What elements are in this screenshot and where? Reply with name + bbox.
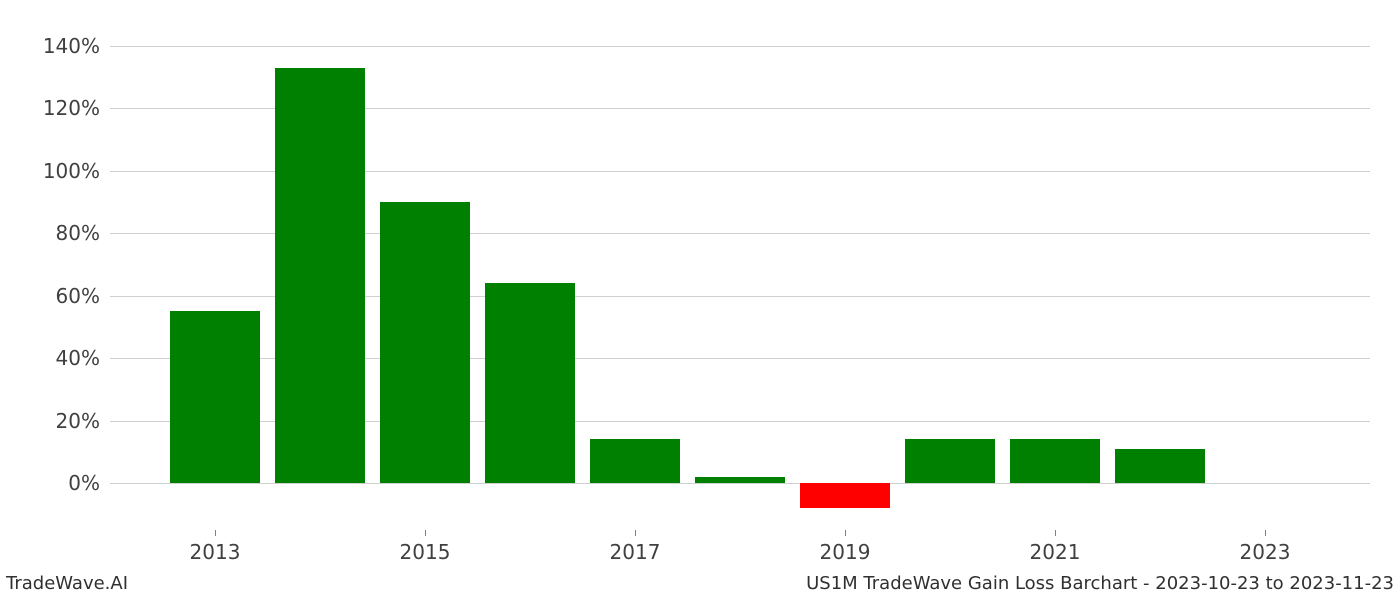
y-axis-tick-label: 100% — [20, 159, 100, 183]
x-axis-tick-label: 2017 — [610, 540, 661, 564]
x-axis-tick-mark — [1265, 530, 1266, 536]
x-axis-tick-mark — [1055, 530, 1056, 536]
x-axis-tick-label: 2021 — [1030, 540, 1081, 564]
x-axis-tick-label: 2023 — [1240, 540, 1291, 564]
x-axis-tick-label: 2015 — [400, 540, 451, 564]
y-axis-tick-label: 20% — [20, 409, 100, 433]
x-axis-tick-mark — [215, 530, 216, 536]
y-axis-tick-label: 60% — [20, 284, 100, 308]
chart-bar — [905, 439, 994, 483]
chart-bar — [380, 202, 469, 483]
footer-left-text: TradeWave.AI — [6, 573, 128, 594]
gridline — [110, 483, 1370, 484]
x-axis-tick-mark — [845, 530, 846, 536]
footer-right-text: US1M TradeWave Gain Loss Barchart - 2023… — [806, 573, 1394, 594]
chart-bar — [1115, 449, 1204, 483]
x-axis-tick-label: 2013 — [190, 540, 241, 564]
chart-bar — [485, 283, 574, 483]
x-axis-tick-label: 2019 — [820, 540, 871, 564]
y-axis-tick-label: 0% — [20, 471, 100, 495]
chart-plot-area — [110, 30, 1370, 530]
chart-bar — [695, 477, 784, 483]
gridline — [110, 46, 1370, 47]
chart-bar — [1010, 439, 1099, 483]
y-axis-tick-label: 40% — [20, 346, 100, 370]
x-axis-tick-mark — [635, 530, 636, 536]
x-axis-tick-mark — [425, 530, 426, 536]
chart-bar — [170, 311, 259, 483]
plot-area — [110, 30, 1370, 530]
y-axis-tick-label: 140% — [20, 34, 100, 58]
chart-bar — [590, 439, 679, 483]
chart-bar — [800, 483, 889, 508]
y-axis-tick-label: 120% — [20, 96, 100, 120]
y-axis-tick-label: 80% — [20, 221, 100, 245]
chart-bar — [275, 68, 364, 484]
